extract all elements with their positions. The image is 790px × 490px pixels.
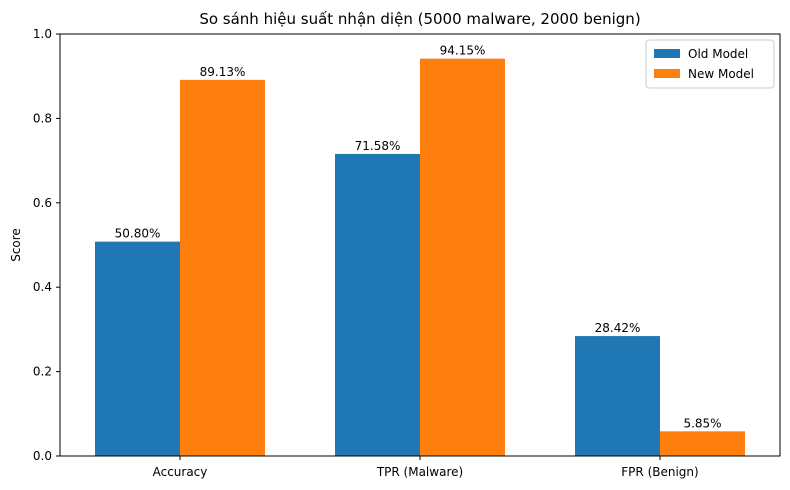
- legend-label: Old Model: [688, 47, 748, 61]
- y-tick-label: 0.2: [33, 365, 52, 379]
- bar: [180, 79, 265, 456]
- bar-value-label: 89.13%: [200, 65, 246, 79]
- x-tick-label: FPR (Benign): [621, 465, 698, 479]
- bar: [660, 431, 745, 456]
- bar-value-label: 28.42%: [595, 321, 641, 335]
- legend: Old Model New Model: [645, 39, 775, 89]
- chart-title: So sánh hiệu suất nhận diện (5000 malwar…: [199, 10, 640, 28]
- y-axis-label: Score: [9, 228, 23, 262]
- legend-swatch: [654, 49, 680, 58]
- y-tick-label: 1.0: [33, 27, 52, 41]
- y-tick-label: 0.0: [33, 449, 52, 463]
- plot-area: 50.80% 89.13% Accuracy 71.58% 94.15% TPR (Mal…: [33, 27, 781, 479]
- bar: [95, 241, 180, 456]
- bar-value-label: 5.85%: [683, 416, 721, 430]
- bar-value-label: 71.58%: [355, 139, 401, 153]
- bar: [335, 153, 420, 456]
- y-tick-label: 0.4: [33, 280, 52, 294]
- y-tick-label: 0.6: [33, 196, 52, 210]
- y-tick-label: 0.8: [33, 111, 52, 125]
- x-tick-label: Accuracy: [153, 465, 208, 479]
- bar-value-label: 94.15%: [440, 44, 486, 58]
- bar: [575, 336, 660, 456]
- bar-value-label: 50.80%: [115, 227, 161, 241]
- axes-frame: [59, 33, 781, 457]
- x-tick-label: TPR (Malware): [376, 465, 463, 479]
- legend-label: New Model: [688, 67, 754, 81]
- legend-swatch: [654, 69, 680, 78]
- bar: [420, 58, 505, 456]
